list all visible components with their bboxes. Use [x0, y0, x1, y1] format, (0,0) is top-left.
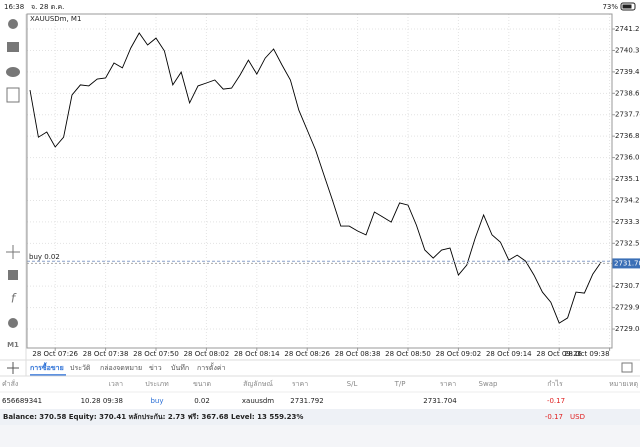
- x-tick-label: 28 Oct 09:14: [486, 350, 532, 358]
- table: คำสั่ง เวลา ประเภท ขนาด สัญลักษณ์ ราคา S/L T/P ร…: [0, 379, 640, 405]
- y-tick-label: 2729.040: [615, 325, 640, 333]
- table-cell: xauusdm: [242, 397, 274, 405]
- column-header: S/L: [347, 380, 358, 388]
- y-tick-label: 2737.740: [615, 111, 640, 119]
- y-tick-label: 2739.480: [615, 68, 640, 76]
- balance-profit: -0.17: [545, 413, 563, 421]
- table-cell: buy: [150, 397, 163, 405]
- column-header: ขนาด: [193, 380, 211, 388]
- column-header: สัญลักษณ์: [243, 380, 273, 388]
- price-line: [29, 32, 602, 324]
- footer-area: [0, 425, 640, 447]
- table-cell: 2731.792: [290, 397, 323, 405]
- column-header: ราคา: [292, 380, 308, 388]
- tab[interactable]: ข่าว: [149, 364, 162, 372]
- y-tick-label: 2741.220: [615, 25, 640, 33]
- battery-level: [622, 4, 632, 9]
- column-header: Swap: [479, 380, 498, 388]
- table-cell: -0.17: [547, 397, 565, 405]
- column-header: หมายเหตุ: [609, 380, 638, 388]
- column-header: ประเภท: [145, 380, 169, 388]
- column-header: T/P: [394, 380, 406, 388]
- status-battery: 73%: [602, 3, 618, 11]
- x-tick-label: 28 Oct 09:26: [536, 350, 582, 358]
- status-time: 16:38: [4, 3, 24, 11]
- y-tick-label: 2730.780: [615, 282, 640, 290]
- crosshair-icon[interactable]: [6, 245, 20, 259]
- x-tick-label: 28 Oct 08:14: [234, 350, 280, 358]
- current-price-label: 2731.704: [614, 259, 640, 267]
- x-tick-label: 28 Oct 09:02: [436, 350, 482, 358]
- balance-bar: [0, 409, 640, 425]
- objects-icon[interactable]: [8, 318, 18, 328]
- column-header: ราคา: [440, 380, 456, 388]
- table-cell: 656689341: [2, 397, 42, 405]
- chart-title: XAUUSDm, M1: [30, 15, 81, 23]
- x-tick-label: 28 Oct 08:26: [284, 350, 330, 358]
- x-tick-label: 28 Oct 07:26: [32, 350, 78, 358]
- y-tick-label: 2736.000: [615, 154, 640, 162]
- column-header: กำไร: [547, 379, 563, 388]
- y-tick-label: 2740.350: [615, 46, 640, 54]
- y-tick-label: 2732.520: [615, 239, 640, 247]
- x-tick-label: 28 Oct 08:38: [335, 350, 381, 358]
- tab-bar: การซื้อขาย ประวัติ กล่องจดหมาย ข่าว บันทึก กา…: [30, 361, 226, 376]
- account-icon[interactable]: [8, 19, 18, 29]
- table-cell: 10.28 09:38: [81, 397, 123, 405]
- left-toolbar: f: [6, 19, 20, 328]
- table-cell: 2731.704: [423, 397, 457, 405]
- panel-icon[interactable]: [621, 362, 633, 373]
- tab[interactable]: การซื้อขาย: [30, 361, 64, 372]
- tab[interactable]: ประวัติ: [70, 364, 91, 372]
- x-tick-label: 28 Oct 07:38: [83, 350, 129, 358]
- column-header: เวลา: [108, 380, 123, 388]
- trade-icon[interactable]: [7, 42, 19, 52]
- battery-icon: [620, 2, 636, 11]
- x-tick-label: 28 Oct 08:50: [385, 350, 431, 358]
- x-tick-label: 28 Oct 07:50: [133, 350, 179, 358]
- balance-text: Balance: 370.58 Equity: 370.41 หลักประกั…: [3, 413, 303, 421]
- column-header: คำสั่ง: [2, 379, 18, 388]
- function-icon[interactable]: f: [11, 292, 17, 306]
- chat-icon[interactable]: [6, 67, 20, 77]
- tab[interactable]: กล่องจดหมาย: [100, 364, 142, 372]
- y-tick-label: 2738.610: [615, 89, 640, 97]
- chart-frame: [26, 13, 613, 349]
- chart: 2741.220 2740.350 2739.480 2738.610 2737.740…: [27, 14, 640, 358]
- timeframe[interactable]: M1: [7, 341, 19, 349]
- y-tick-label: 2735.130: [615, 175, 640, 183]
- table-cell: 0.02: [194, 397, 210, 405]
- indicator-icon[interactable]: [8, 270, 18, 280]
- x-tick-label: 28 Oct 09:38: [564, 350, 610, 358]
- y-tick-label: 2733.390: [615, 218, 640, 226]
- x-tick-label: 28 Oct 08:02: [184, 350, 230, 358]
- new-order-button[interactable]: [7, 362, 19, 374]
- y-tick-label: 2729.910: [615, 304, 640, 312]
- add-icon[interactable]: [6, 87, 20, 103]
- tab[interactable]: การตั้งค่า: [197, 361, 226, 372]
- position-label: buy 0.02: [29, 253, 60, 261]
- current-price-box: [612, 258, 640, 269]
- balance-currency: USD: [570, 413, 585, 421]
- y-tick-label: 2734.260: [615, 196, 640, 204]
- status-date: จ. 28 ต.ค.: [31, 3, 64, 11]
- y-tick-label: 2736.870: [615, 132, 640, 140]
- tab[interactable]: บันทึก: [171, 363, 189, 372]
